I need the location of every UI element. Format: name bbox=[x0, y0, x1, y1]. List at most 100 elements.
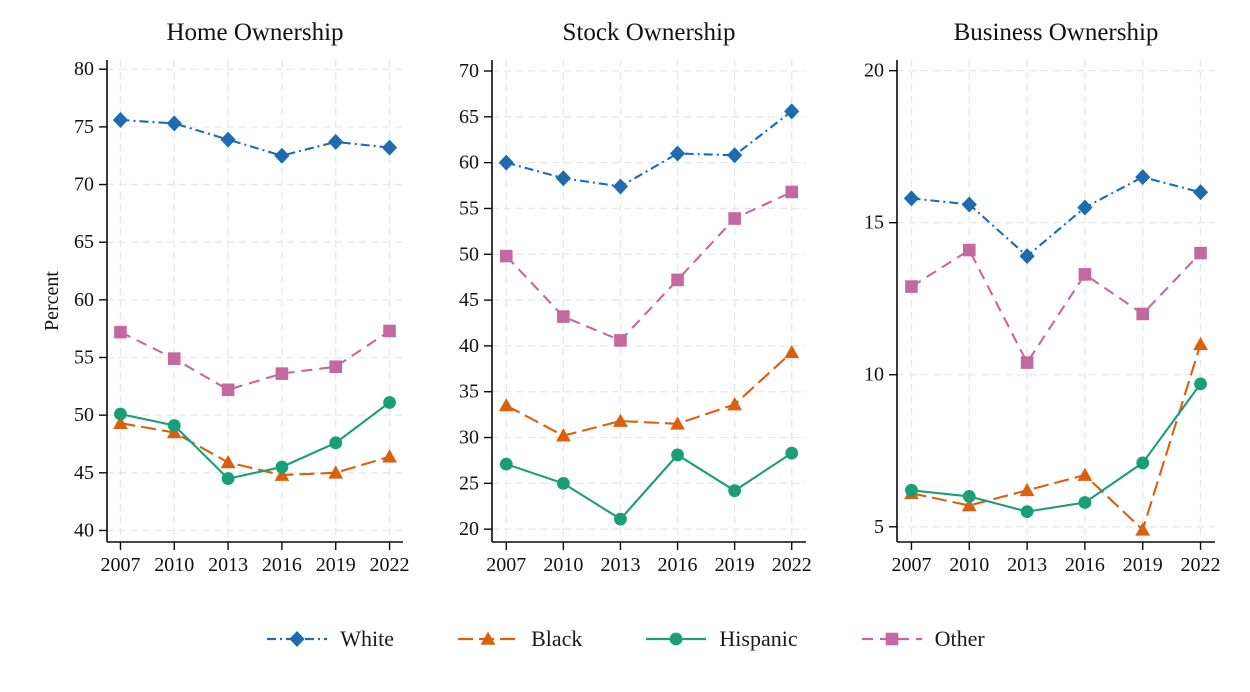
x-tick-label: 2019 bbox=[715, 554, 755, 576]
hispanic-marker bbox=[167, 419, 181, 432]
white-marker bbox=[555, 170, 571, 187]
business-ownership-chart: 5 10 15 20 2007 2010 2013 2016 2019 2022 Business … bbox=[864, 19, 1221, 576]
x-tick-label: 2010 bbox=[543, 554, 583, 576]
hispanic-marker bbox=[114, 407, 127, 421]
other-marker bbox=[905, 280, 918, 293]
hispanic-marker bbox=[556, 476, 570, 490]
panel-title: Stock Ownership bbox=[563, 19, 736, 46]
black-marker bbox=[613, 413, 628, 427]
y-axis-label: Percent bbox=[41, 271, 63, 331]
y-tick-label: 70 bbox=[459, 60, 479, 82]
other-marker bbox=[383, 324, 396, 338]
other-marker bbox=[557, 310, 570, 323]
black-line bbox=[505, 351, 793, 437]
x-tick-label: 2022 bbox=[772, 554, 812, 576]
y-tick-label: 20 bbox=[864, 60, 884, 82]
other-marker bbox=[499, 249, 513, 263]
y-tick-label: 15 bbox=[864, 212, 884, 234]
black-marker bbox=[382, 449, 397, 463]
hispanic-marker bbox=[383, 396, 396, 409]
y-tick-label: 55 bbox=[459, 197, 479, 219]
y-tick-label: 40 bbox=[459, 335, 479, 357]
legend-item-white: White bbox=[265, 628, 394, 650]
white-marker bbox=[903, 190, 920, 207]
black-line bbox=[120, 422, 390, 477]
black-marker bbox=[1077, 467, 1093, 481]
legend-sample-black bbox=[458, 631, 519, 645]
legend-sample-white bbox=[267, 631, 328, 647]
hispanic-marker bbox=[614, 512, 627, 526]
black-marker bbox=[1019, 482, 1035, 497]
x-tick-label: 2019 bbox=[1123, 554, 1163, 576]
black-marker bbox=[220, 455, 236, 469]
legend-item-hispanic: Hispanic bbox=[644, 626, 798, 651]
y-tick-label: 45 bbox=[74, 462, 94, 484]
white-marker bbox=[727, 147, 743, 164]
y-tick-label: 65 bbox=[459, 106, 479, 128]
legend-marker-hispanic bbox=[669, 632, 683, 646]
legend-item-black: Black bbox=[456, 628, 582, 650]
other-marker bbox=[221, 383, 235, 397]
hispanic-marker bbox=[275, 460, 289, 474]
hispanic-line bbox=[911, 383, 1202, 513]
black-line bbox=[911, 343, 1202, 532]
y-tick-label: 20 bbox=[459, 518, 479, 540]
other-marker bbox=[962, 243, 976, 257]
black-marker bbox=[498, 398, 514, 412]
black-marker bbox=[784, 344, 800, 359]
hispanic-marker bbox=[962, 489, 976, 503]
white-marker bbox=[274, 147, 290, 164]
panel-business-ownership: 5 10 15 20 2007 2010 2013 2016 2019 2022 Business … bbox=[840, 0, 1250, 590]
y-tick-label: 10 bbox=[864, 364, 884, 386]
black-marker bbox=[727, 397, 743, 411]
legend-label-black: Black bbox=[531, 626, 583, 651]
black-marker bbox=[961, 498, 977, 512]
x-tick-label: 2010 bbox=[154, 554, 194, 576]
other-line bbox=[910, 248, 1202, 365]
other-marker bbox=[728, 212, 741, 225]
hispanic-marker bbox=[221, 472, 235, 485]
white-marker bbox=[381, 139, 398, 156]
white-marker bbox=[166, 115, 182, 132]
other-marker bbox=[614, 334, 627, 347]
white-marker bbox=[784, 103, 800, 120]
white-marker bbox=[1135, 169, 1151, 186]
x-tick-label: 2022 bbox=[370, 554, 410, 576]
legend-label-other: Other bbox=[934, 626, 985, 651]
x-tick-label: 2007 bbox=[100, 554, 140, 576]
x-tick-label: 2013 bbox=[208, 554, 248, 576]
other-marker bbox=[1078, 268, 1092, 281]
y-tick-label: 25 bbox=[459, 472, 479, 494]
x-tick-label: 2016 bbox=[658, 554, 698, 576]
x-tick-label: 2010 bbox=[949, 554, 989, 576]
other-marker bbox=[167, 352, 181, 365]
y-tick-label: 80 bbox=[74, 58, 94, 80]
white-marker bbox=[220, 131, 236, 148]
legend-label-hispanic: Hispanic bbox=[719, 626, 798, 651]
y-tick-label: 35 bbox=[459, 381, 479, 403]
other-marker bbox=[1194, 246, 1207, 260]
white-marker bbox=[1077, 199, 1093, 216]
other-marker bbox=[1136, 307, 1150, 321]
black-marker bbox=[1193, 336, 1208, 351]
chart-grid: 40 45 50 55 60 65 70 75 80 2007 2010 2013 2016 2019 20… bbox=[0, 0, 1250, 590]
hispanic-marker bbox=[329, 436, 343, 450]
x-tick-label: 2007 bbox=[891, 554, 931, 576]
black-marker bbox=[1135, 522, 1151, 536]
legend-label-white: White bbox=[340, 626, 395, 651]
y-tick-label: 50 bbox=[74, 404, 94, 426]
black-marker bbox=[670, 416, 685, 430]
panel-home-ownership: 40 45 50 55 60 65 70 75 80 2007 2010 2013 2016 2019 20… bbox=[0, 0, 430, 590]
black-marker bbox=[328, 465, 344, 479]
y-tick-label: 70 bbox=[74, 174, 94, 196]
y-tick-label: 50 bbox=[459, 243, 479, 265]
white-marker bbox=[669, 145, 686, 162]
white-line bbox=[506, 110, 793, 188]
hispanic-marker bbox=[499, 457, 513, 471]
hispanic-marker bbox=[1078, 496, 1092, 509]
x-tick-label: 2013 bbox=[1007, 554, 1047, 576]
hispanic-marker bbox=[728, 484, 742, 498]
white-line bbox=[120, 118, 390, 157]
x-tick-label: 2022 bbox=[1181, 554, 1221, 576]
y-tick-label: 55 bbox=[74, 347, 94, 369]
